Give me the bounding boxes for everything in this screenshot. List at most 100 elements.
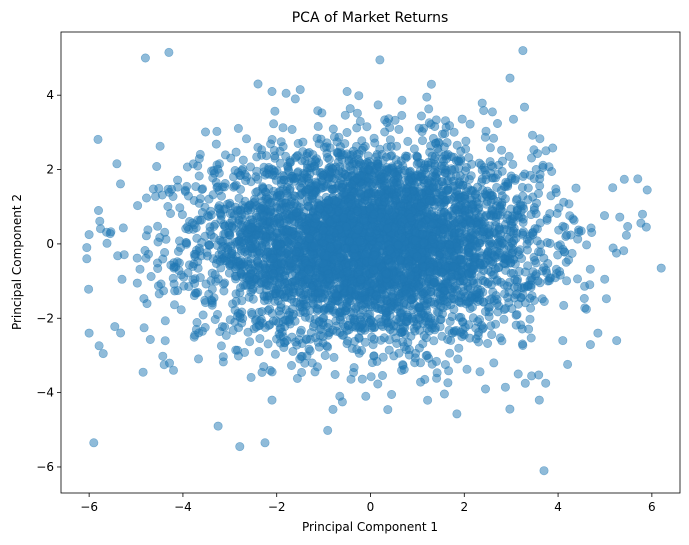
scatter-point	[331, 316, 341, 326]
scatter-point	[290, 198, 300, 208]
scatter-point	[193, 161, 203, 171]
scatter-point	[384, 246, 394, 256]
scatter-point	[486, 249, 496, 259]
scatter-point	[456, 154, 466, 164]
scatter-point	[102, 238, 112, 248]
scatter-point	[500, 382, 510, 392]
scatter-point	[367, 323, 377, 333]
scatter-point	[338, 179, 348, 189]
scatter-point	[533, 189, 543, 199]
scatter-point	[440, 116, 450, 126]
scatter-point	[274, 306, 284, 316]
scatter-point	[282, 216, 292, 226]
scatter-point	[481, 175, 491, 185]
scatter-point	[511, 290, 521, 300]
scatter-point	[160, 336, 170, 346]
scatter-point	[530, 255, 540, 265]
scatter-point	[219, 229, 229, 239]
scatter-point	[170, 300, 180, 310]
scatter-point	[504, 151, 514, 161]
scatter-point	[420, 374, 430, 384]
scatter-point	[352, 345, 362, 355]
scatter-point	[547, 167, 557, 177]
scatter-point	[359, 215, 369, 225]
scatter-point	[216, 263, 226, 273]
scatter-point	[525, 231, 535, 241]
scatter-point	[356, 275, 366, 285]
scatter-point	[106, 227, 116, 237]
scatter-point	[153, 263, 163, 273]
scatter-point	[410, 353, 420, 363]
scatter-point	[195, 273, 205, 283]
scatter-point	[357, 287, 367, 297]
scatter-point	[525, 170, 535, 180]
scatter-point	[283, 283, 293, 293]
scatter-point	[93, 134, 103, 144]
scatter-point	[369, 351, 379, 361]
scatter-point	[387, 151, 397, 161]
scatter-point	[289, 309, 299, 319]
scatter-point	[532, 149, 542, 159]
scatter-point	[308, 190, 318, 200]
scatter-point	[201, 279, 211, 289]
scatter-point	[340, 139, 350, 149]
scatter-point	[569, 215, 579, 225]
scatter-point	[572, 274, 582, 284]
scatter-point	[500, 194, 510, 204]
scatter-point	[357, 374, 367, 384]
scatter-point	[237, 296, 247, 306]
scatter-point	[342, 267, 352, 277]
scatter-point	[358, 305, 368, 315]
scatter-point	[383, 254, 393, 264]
scatter-point	[164, 187, 174, 197]
scatter-point	[487, 330, 497, 340]
scatter-point	[449, 326, 459, 336]
scatter-point	[467, 242, 477, 252]
scatter-point	[353, 225, 363, 235]
scatter-point	[220, 179, 230, 189]
scatter-point	[160, 316, 170, 326]
scatter-point	[523, 183, 533, 193]
scatter-point	[252, 166, 262, 176]
scatter-point	[571, 183, 581, 193]
scatter-point	[322, 341, 332, 351]
scatter-point	[542, 268, 552, 278]
scatter-point	[237, 318, 247, 328]
scatter-point	[380, 306, 390, 316]
scatter-point	[459, 236, 469, 246]
scatter-point	[346, 210, 356, 220]
scatter-point	[310, 241, 320, 251]
scatter-point	[152, 162, 162, 172]
scatter-point	[483, 303, 493, 313]
scatter-point	[574, 227, 584, 237]
scatter-point	[244, 272, 254, 282]
scatter-point	[312, 133, 322, 143]
scatter-point	[454, 214, 464, 224]
scatter-point	[443, 334, 453, 344]
scatter-point	[194, 354, 204, 364]
scatter-point	[537, 294, 547, 304]
scatter-point	[406, 270, 416, 280]
scatter-point	[205, 226, 215, 236]
scatter-point	[201, 127, 211, 137]
scatter-point	[229, 182, 239, 192]
scatter-point	[276, 258, 286, 268]
scatter-point	[524, 324, 534, 334]
scatter-point	[302, 334, 312, 344]
scatter-point	[641, 222, 651, 232]
scatter-point	[276, 289, 286, 299]
scatter-point	[220, 150, 230, 160]
scatter-point	[219, 279, 229, 289]
scatter-point	[608, 183, 618, 193]
scatter-point	[422, 350, 432, 360]
scatter-point	[495, 241, 505, 251]
scatter-point	[112, 159, 122, 169]
scatter-point	[483, 224, 493, 234]
scatter-point	[608, 243, 618, 253]
scatter-point	[245, 241, 255, 251]
scatter-point	[600, 274, 610, 284]
scatter-point	[525, 275, 535, 285]
scatter-point	[323, 269, 333, 279]
scatter-point	[218, 352, 228, 362]
scatter-point	[419, 238, 429, 248]
